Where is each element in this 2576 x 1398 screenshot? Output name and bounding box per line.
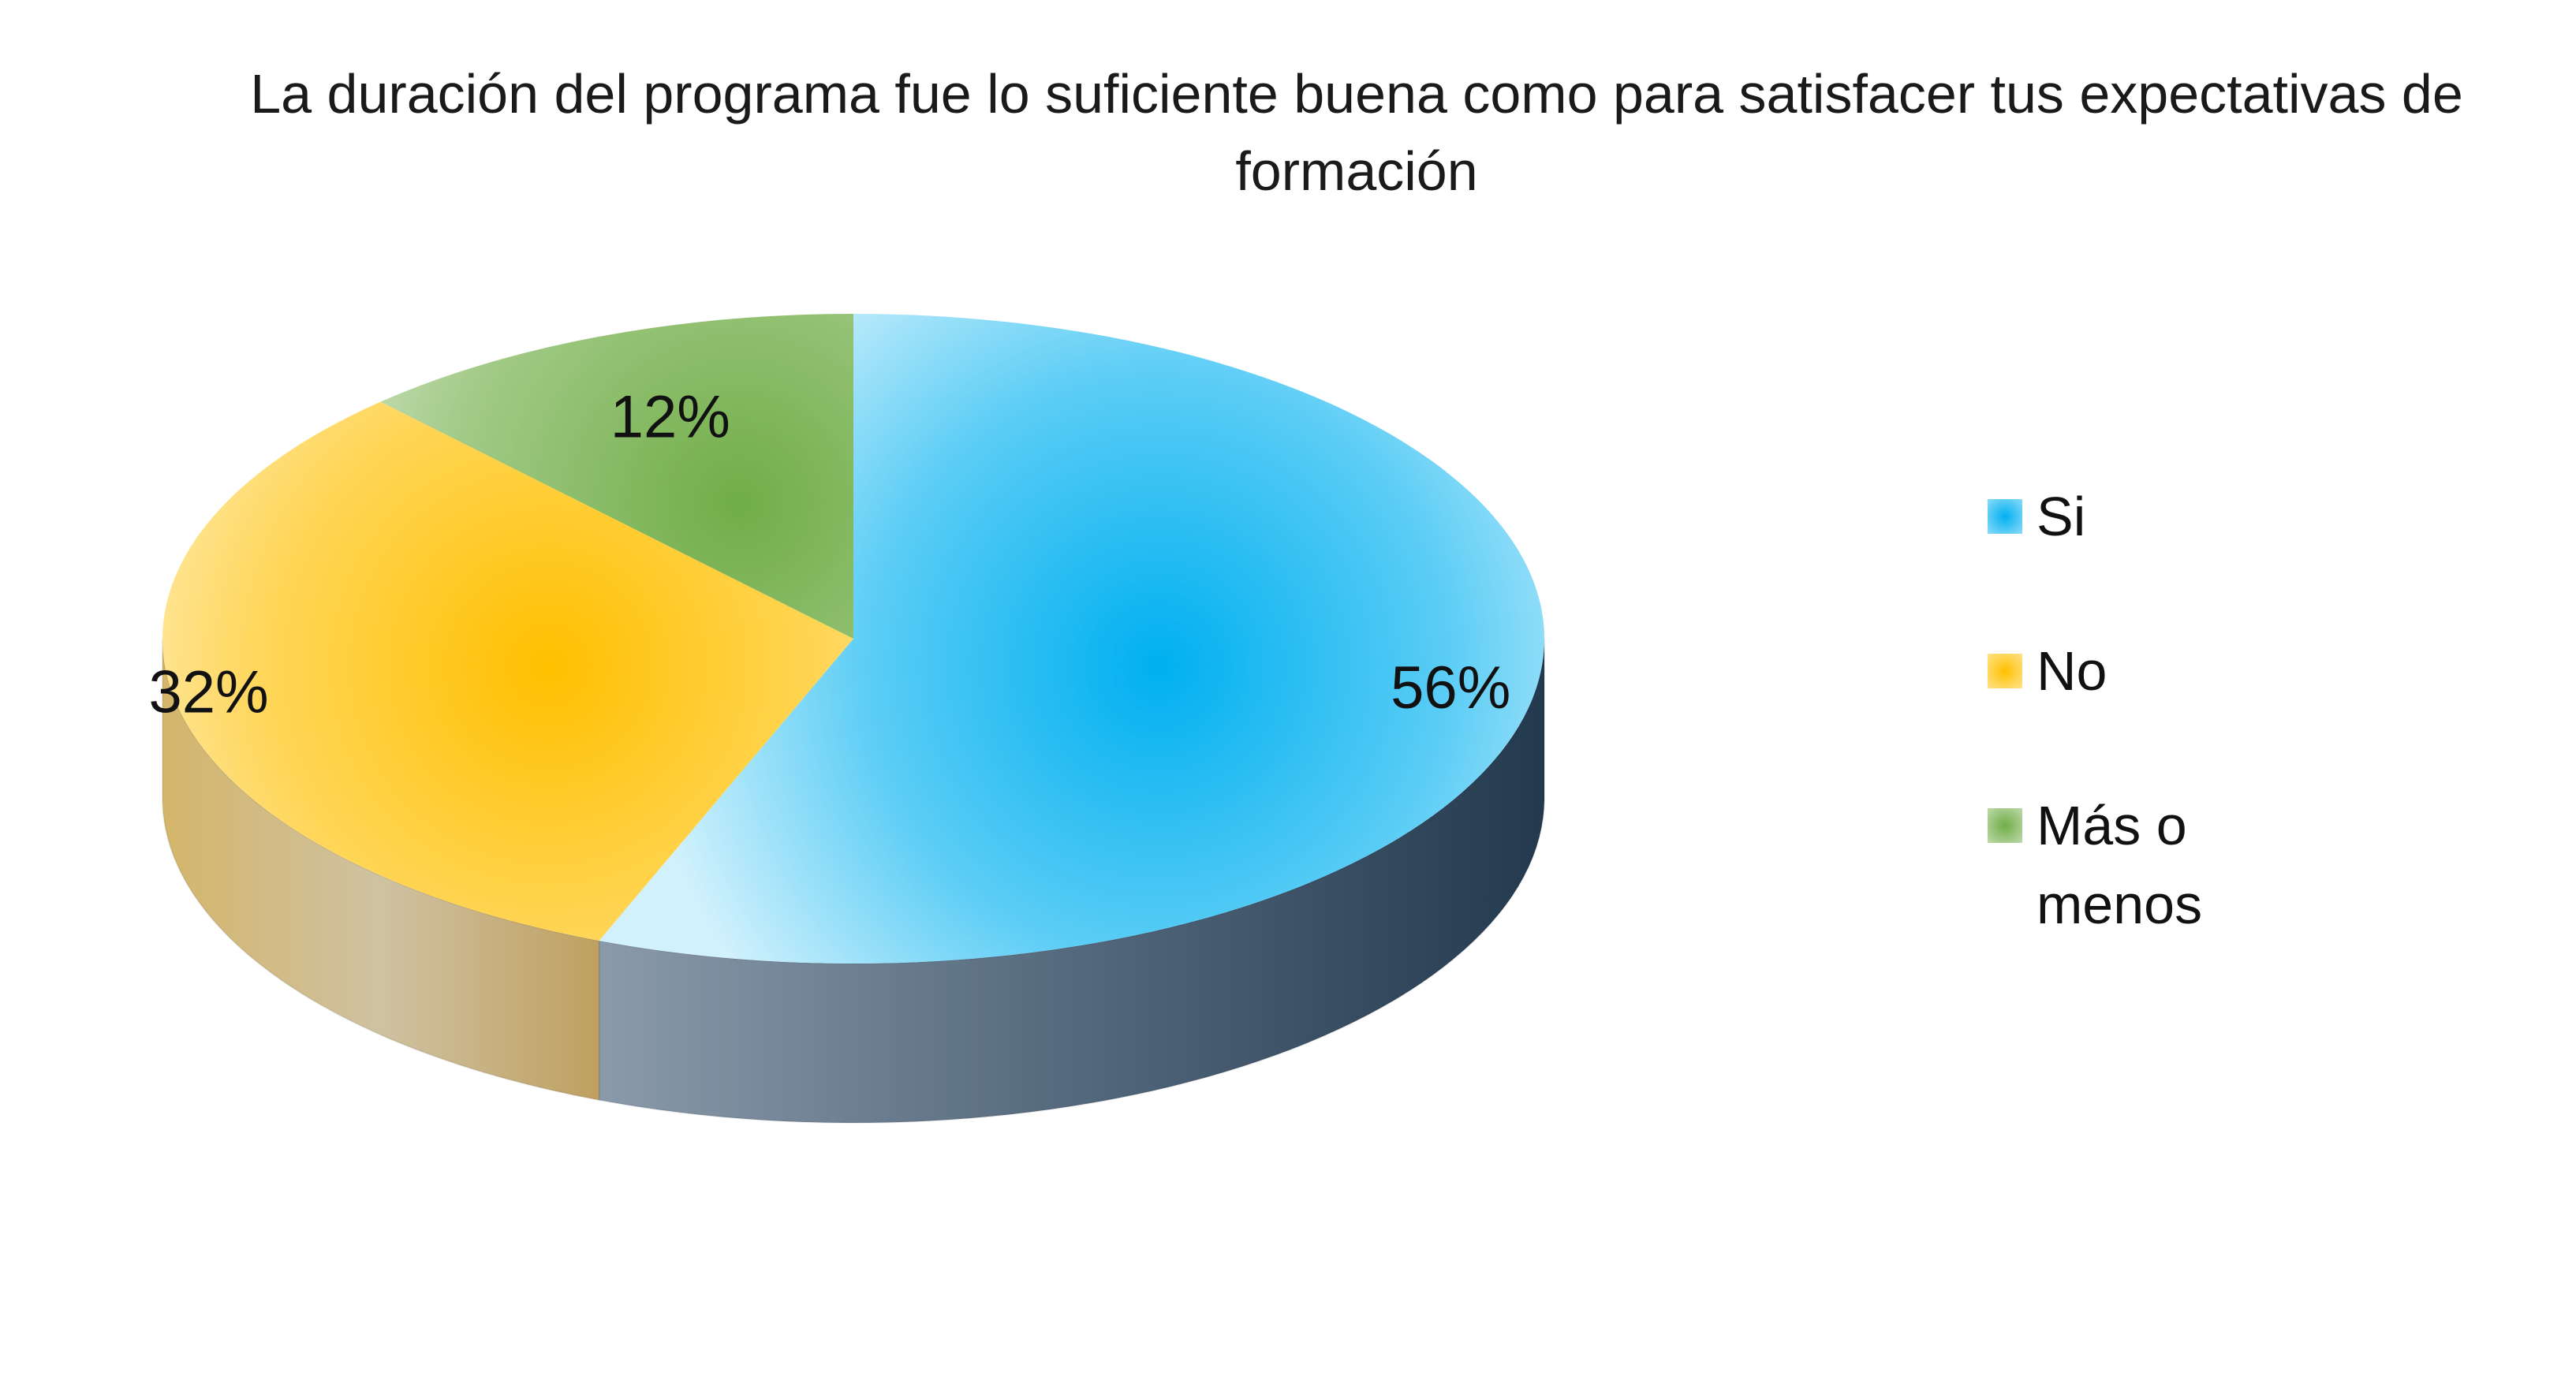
legend-item-2: Más o menos [1988,786,2398,944]
data-label-2: 12% [610,383,730,450]
chart-title: La duración del programa fue lo suficien… [250,63,2463,202]
pie-slice-2 [380,314,853,639]
legend-label: No [2037,640,2107,702]
legend-swatch [1988,654,2022,688]
pie-slice-0 [599,314,1545,964]
legend-swatch [1988,808,2022,843]
legend-swatch [1988,499,2022,534]
legend-label: Si [2037,486,2086,547]
pie-labels: 56% 32% 12% [148,383,1510,725]
legend-item-0: Si [1988,477,2398,556]
legend-label: Más o menos [2037,795,2203,935]
pie-slice-1 [162,401,853,941]
legend: Si No Más o menos [1988,477,2398,1020]
pie-tops [162,314,1545,964]
data-label-1: 32% [148,658,268,725]
data-label-0: 56% [1391,654,1510,721]
legend-item-1: No [1988,632,2398,710]
